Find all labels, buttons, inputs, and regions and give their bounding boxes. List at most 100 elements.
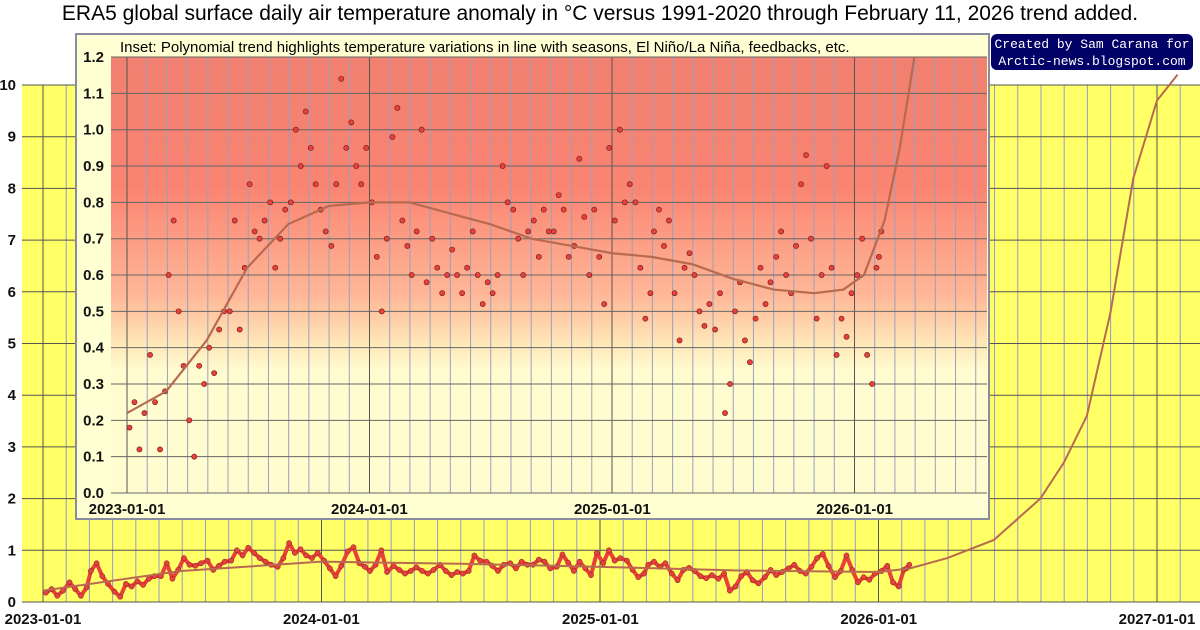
inset-data-point [869, 381, 875, 387]
inset-y-tick-label: 0.3 [83, 376, 104, 393]
main-data-point [367, 568, 373, 574]
inset-data-point [333, 181, 340, 188]
main-data-point [280, 555, 287, 561]
inset-data-point [423, 279, 430, 286]
inset-data-point [474, 272, 481, 278]
main-y-tick-label: 2 [8, 491, 16, 508]
main-data-point [635, 574, 642, 581]
inset-data-point [307, 144, 314, 151]
main-data-point [465, 568, 472, 574]
inset-data-point [363, 144, 370, 151]
main-data-point [362, 563, 368, 570]
main-data-point [163, 560, 170, 567]
inset-data-point [793, 243, 799, 249]
inset-data-point [494, 272, 501, 278]
main-data-point [192, 562, 199, 569]
inset-data-point [661, 243, 667, 249]
inset-data-point [226, 308, 233, 315]
main-data-point [588, 572, 594, 578]
inset-data-point [394, 105, 401, 111]
main-data-point [344, 548, 351, 555]
inset-y-tick-label: 0.6 [83, 267, 104, 284]
inset-data-point [126, 424, 133, 431]
main-x-tick-label: 2023-01-01 [5, 611, 82, 628]
main-data-point [819, 551, 826, 557]
main-data-point [732, 583, 739, 590]
inset-data-point [591, 206, 598, 213]
inset-y-tick-label: 0.0 [83, 485, 104, 502]
inset-data-point [656, 206, 662, 213]
inset-data-point [196, 362, 203, 369]
inset-y-tick-label: 1.1 [83, 85, 104, 102]
main-data-point [286, 540, 292, 546]
inset-data-point [586, 272, 593, 278]
main-data-point [565, 559, 572, 566]
main-data-point [350, 544, 357, 551]
inset-data-point [267, 199, 274, 206]
main-data-point [855, 579, 861, 586]
main-data-point [425, 570, 431, 577]
main-data-point [234, 547, 240, 554]
main-data-point [314, 550, 321, 556]
inset-data-point [231, 217, 238, 224]
inset-data-point [651, 228, 657, 235]
inset-data-point [722, 410, 728, 416]
main-data-point [221, 558, 228, 565]
main-data-point [617, 555, 624, 561]
main-data-point [87, 568, 94, 574]
main-data-point [518, 558, 525, 565]
main-data-point [860, 574, 867, 581]
main-data-point [576, 558, 583, 565]
inset-data-point [157, 446, 163, 453]
inset-data-point [479, 301, 486, 307]
main-data-point [111, 588, 118, 595]
main-data-point [262, 558, 269, 565]
main-data-point [117, 593, 124, 600]
inset-data-point [439, 290, 446, 297]
inset-y-tick-label: 1.0 [83, 122, 104, 139]
main-data-point [715, 575, 722, 582]
main-data-point [186, 561, 193, 568]
inset-chart: 0.0 0.1 0.2 0.3 0.4 0.5 0.6 0.7 0.8 0.9 1.0 1.1 1.2 2… [75, 33, 990, 520]
inset-data-point [277, 235, 284, 242]
inset-data-point [469, 228, 476, 235]
inset-data-point [236, 326, 243, 333]
credit-line-2: Arctic-news.blogspot.com [998, 54, 1186, 69]
inset-y-tick-label: 1.2 [83, 49, 104, 66]
inset-data-point [399, 217, 406, 224]
main-data-point [413, 564, 420, 571]
inset-data-point [712, 326, 718, 333]
main-data-point [407, 568, 414, 574]
credit-box: Created by Sam Carana for Arctic-news.bl… [991, 34, 1193, 70]
inset-data-point [818, 272, 825, 278]
inset-data-point [404, 243, 411, 249]
main-data-point [454, 569, 461, 575]
inset-data-point [626, 181, 633, 188]
main-data-point [662, 560, 669, 567]
main-data-point [571, 568, 577, 574]
inset-data-point [302, 108, 309, 115]
inset-data-point [647, 290, 654, 297]
inset-data-point [606, 144, 613, 151]
inset-data-point [540, 206, 547, 213]
inset-data-point [596, 253, 603, 260]
main-data-point [721, 570, 727, 577]
main-y-tick-label: 5 [8, 336, 16, 353]
main-data-point [611, 557, 618, 564]
inset-data-point [864, 352, 871, 358]
main-data-point [99, 573, 106, 580]
main-data-point [256, 555, 263, 561]
inset-data-point [170, 217, 177, 224]
inset-data-point [767, 279, 774, 286]
main-data-point [600, 560, 607, 567]
main-data-point [378, 547, 385, 554]
inset-data-point [282, 206, 289, 213]
main-data-point [884, 562, 891, 569]
inset-data-point [464, 264, 470, 271]
main-data-point [814, 555, 820, 561]
inset-data-point [141, 410, 148, 416]
main-data-point [239, 552, 246, 559]
inset-data-point [530, 217, 537, 224]
inset-data-point [484, 279, 491, 286]
main-data-point [773, 572, 780, 578]
